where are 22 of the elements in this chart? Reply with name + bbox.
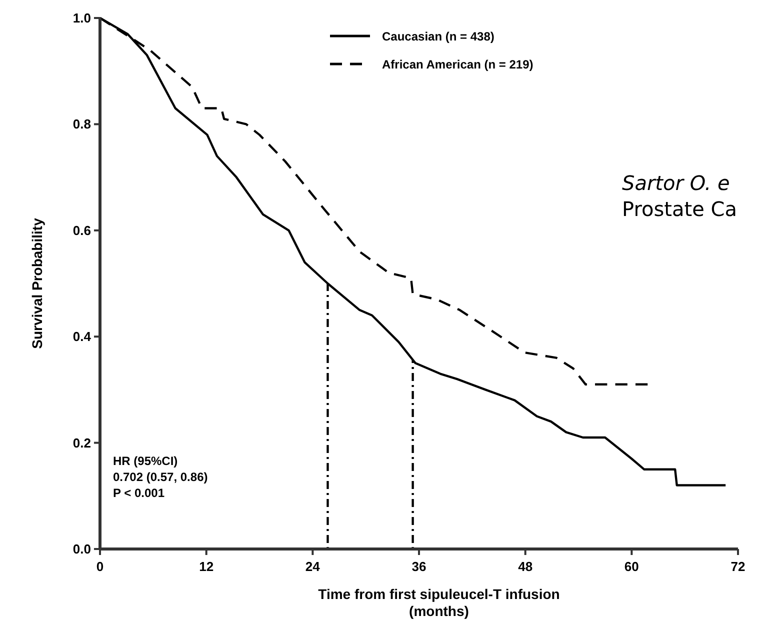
x-tick-label: 60 — [624, 559, 639, 574]
y-tick-label: 0.0 — [72, 542, 91, 556]
x-tick-label: 72 — [730, 559, 746, 574]
annotation: HR (95%CI) — [113, 454, 178, 468]
annotation: Sartor O. e — [622, 171, 730, 195]
x-axis-title: Time from first sipuleucel-T infusion (months) — [318, 586, 560, 619]
y-axis-title: Survival Probability — [29, 218, 45, 349]
annotation: Prostate Ca — [622, 197, 737, 221]
y-tick-label: 0.8 — [72, 116, 91, 132]
annotation: 0.702 (0.57, 0.86) — [113, 470, 208, 484]
x-tick-label: 0 — [96, 559, 104, 574]
x-tick-label: 48 — [518, 559, 533, 574]
y-tick-label: 1.0 — [72, 10, 91, 26]
y-tick-label: 0.6 — [72, 222, 91, 238]
legend-label: Caucasian (n = 438) — [382, 30, 494, 44]
x-tick-label: 12 — [199, 559, 214, 574]
y-tick-label: 0.2 — [72, 435, 91, 450]
x-tick-label: 36 — [412, 559, 426, 574]
y-tick-label: 0.4 — [72, 329, 92, 344]
annotation: P < 0.001 — [113, 486, 165, 500]
x-tick-label: 24 — [305, 559, 321, 574]
legend-label: African American (n = 219) — [382, 58, 534, 72]
